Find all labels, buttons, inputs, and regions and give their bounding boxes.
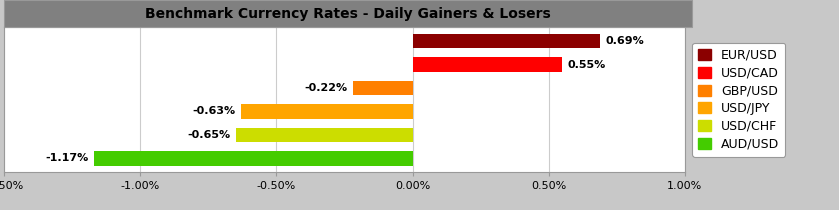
Text: -0.65%: -0.65%: [187, 130, 230, 140]
Text: Benchmark Currency Rates - Daily Gainers & Losers: Benchmark Currency Rates - Daily Gainers…: [145, 7, 550, 21]
Bar: [94, 151, 413, 166]
Text: -0.63%: -0.63%: [192, 106, 236, 117]
Bar: [236, 128, 413, 142]
Bar: [241, 104, 413, 119]
Legend: EUR/USD, USD/CAD, GBP/USD, USD/JPY, USD/CHF, AUD/USD: EUR/USD, USD/CAD, GBP/USD, USD/JPY, USD/…: [692, 43, 785, 157]
Text: 0.69%: 0.69%: [606, 36, 644, 46]
Text: -1.17%: -1.17%: [45, 153, 89, 163]
Bar: [413, 57, 562, 72]
Bar: [413, 34, 601, 49]
Text: 0.55%: 0.55%: [568, 60, 606, 70]
Bar: [352, 81, 413, 95]
Text: -0.22%: -0.22%: [304, 83, 347, 93]
